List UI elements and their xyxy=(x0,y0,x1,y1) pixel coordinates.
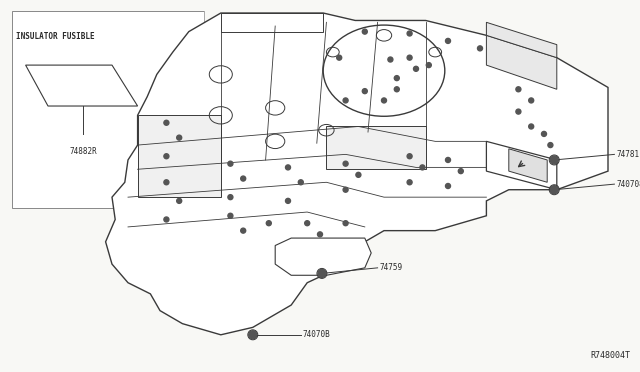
Circle shape xyxy=(356,172,361,177)
Circle shape xyxy=(394,87,399,92)
Circle shape xyxy=(529,124,534,129)
Circle shape xyxy=(394,76,399,81)
Circle shape xyxy=(516,87,521,92)
Circle shape xyxy=(343,98,348,103)
Text: 74882R: 74882R xyxy=(69,147,97,156)
Circle shape xyxy=(550,156,558,164)
Circle shape xyxy=(241,228,246,233)
Circle shape xyxy=(529,98,534,103)
Circle shape xyxy=(407,31,412,36)
Circle shape xyxy=(164,180,169,185)
Circle shape xyxy=(343,221,348,226)
Text: INSULATOR FUSIBLE: INSULATOR FUSIBLE xyxy=(16,32,95,41)
Circle shape xyxy=(362,29,367,34)
Polygon shape xyxy=(138,115,221,197)
Circle shape xyxy=(407,180,412,185)
Polygon shape xyxy=(486,35,557,89)
Circle shape xyxy=(177,198,182,203)
Circle shape xyxy=(516,109,521,114)
Circle shape xyxy=(164,120,169,125)
Circle shape xyxy=(249,331,257,339)
Circle shape xyxy=(420,165,425,170)
Circle shape xyxy=(285,198,291,203)
Bar xyxy=(12,11,204,208)
Circle shape xyxy=(164,154,169,159)
Text: R748004T: R748004T xyxy=(590,351,630,360)
Circle shape xyxy=(228,161,233,166)
Circle shape xyxy=(305,221,310,226)
Circle shape xyxy=(388,57,393,62)
Text: 74759: 74759 xyxy=(380,263,403,272)
Polygon shape xyxy=(275,238,371,275)
Circle shape xyxy=(343,187,348,192)
Circle shape xyxy=(407,55,412,60)
Circle shape xyxy=(362,89,367,94)
Circle shape xyxy=(550,186,558,194)
Polygon shape xyxy=(486,22,557,58)
Polygon shape xyxy=(106,13,608,335)
Polygon shape xyxy=(326,126,426,169)
Circle shape xyxy=(381,98,387,103)
Circle shape xyxy=(337,55,342,60)
Polygon shape xyxy=(509,149,547,182)
Circle shape xyxy=(228,213,233,218)
Circle shape xyxy=(413,66,419,71)
Circle shape xyxy=(445,38,451,44)
Circle shape xyxy=(445,183,451,189)
Circle shape xyxy=(266,221,271,226)
Circle shape xyxy=(285,165,291,170)
Polygon shape xyxy=(486,141,557,190)
Text: 740708A: 740708A xyxy=(616,180,640,189)
Circle shape xyxy=(164,217,169,222)
Circle shape xyxy=(343,161,348,166)
Circle shape xyxy=(177,135,182,140)
Circle shape xyxy=(318,269,326,278)
Text: 74070B: 74070B xyxy=(303,330,330,339)
Circle shape xyxy=(541,131,547,137)
Circle shape xyxy=(426,62,431,68)
Circle shape xyxy=(407,154,412,159)
Circle shape xyxy=(445,157,451,163)
Text: 74781: 74781 xyxy=(616,150,639,159)
Circle shape xyxy=(298,180,303,185)
Circle shape xyxy=(228,195,233,200)
Circle shape xyxy=(458,169,463,174)
Circle shape xyxy=(548,142,553,148)
Circle shape xyxy=(477,46,483,51)
Circle shape xyxy=(241,176,246,181)
Circle shape xyxy=(317,232,323,237)
